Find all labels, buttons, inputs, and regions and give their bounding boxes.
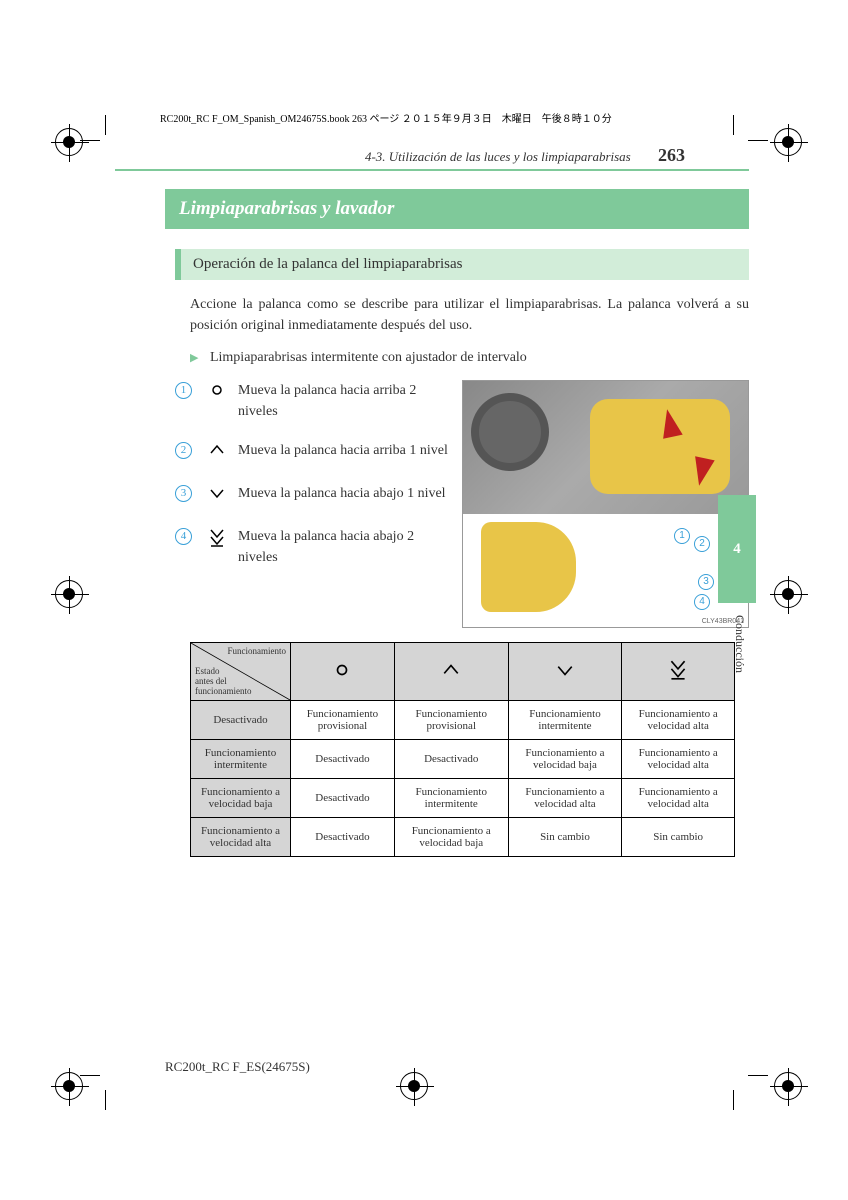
row-header: Funcionamiento a velocidad baja <box>191 779 291 818</box>
arrow-up-icon <box>657 407 682 439</box>
table-row: Funcionamiento a velocidad bajaDesactiva… <box>191 779 735 818</box>
intro-text: Accione la palanca como se describe para… <box>190 294 749 336</box>
diagonal-header: Funcionamiento Estadoantes delfuncionami… <box>191 643 291 701</box>
wiper-stalk-detail-icon <box>481 522 576 612</box>
table-cell: Desactivado <box>394 740 508 779</box>
table-cell: Funcionamiento intermitente <box>508 701 622 740</box>
table-cell: Desactivado <box>291 779 395 818</box>
table-cell: Funcionamiento a velocidad alta <box>622 740 735 779</box>
step-symbol-icon <box>202 382 232 405</box>
col-header <box>291 643 395 701</box>
table-row: Funcionamiento intermitenteDesactivadoDe… <box>191 740 735 779</box>
section-label: 4-3. Utilización de las luces y los limp… <box>365 149 631 164</box>
page-title: Limpiaparabrisas y lavador <box>165 189 749 229</box>
step-text: Mueva la palanca hacia arriba 2 niveles <box>238 380 450 422</box>
chapter-tab: 4 <box>718 495 756 603</box>
table-cell: Sin cambio <box>622 818 735 857</box>
table-header-row: Funcionamiento Estadoantes delfuncionami… <box>191 643 735 701</box>
row-header: Funcionamiento intermitente <box>191 740 291 779</box>
bullet-arrow-icon: ▶ <box>190 352 198 364</box>
table-cell: Funcionamiento provisional <box>291 701 395 740</box>
registration-mark <box>774 128 802 156</box>
step-item: 3 Mueva la palanca hacia abajo 1 nivel <box>175 483 450 508</box>
table-cell: Sin cambio <box>508 818 622 857</box>
section-header: 4-3. Utilización de las luces y los limp… <box>115 145 753 166</box>
diag-top-label: Funcionamiento <box>228 646 287 656</box>
table-cell: Funcionamiento a velocidad alta <box>622 779 735 818</box>
col-header <box>394 643 508 701</box>
step-symbol-icon <box>202 485 232 508</box>
header-rule <box>115 169 749 171</box>
section-subtitle: Operación de la palanca del limpiaparabr… <box>175 249 749 280</box>
table-cell: Funcionamiento provisional <box>394 701 508 740</box>
registration-mark <box>55 1072 83 1100</box>
table-row: Funcionamiento a velocidad altaDesactiva… <box>191 818 735 857</box>
step-text: Mueva la palanca hacia abajo 2 niveles <box>238 526 450 568</box>
step-number-badge: 4 <box>175 528 192 545</box>
page-content: RC200t_RC F_OM_Spanish_OM24675S.book 263… <box>115 145 753 1085</box>
content-row: 1 Mueva la palanca hacia arriba 2 nivele… <box>175 380 749 628</box>
callout-1: 1 <box>674 528 690 544</box>
chapter-label: Conducción <box>732 615 747 673</box>
step-text: Mueva la palanca hacia arriba 1 nivel <box>238 440 450 461</box>
arrow-down-icon <box>689 456 714 488</box>
steps-column: 1 Mueva la palanca hacia arriba 2 nivele… <box>175 380 450 628</box>
table-cell: Funcionamiento a velocidad alta <box>622 701 735 740</box>
step-item: 2 Mueva la palanca hacia arriba 1 nivel <box>175 440 450 465</box>
callout-4: 4 <box>694 594 710 610</box>
step-symbol-icon <box>202 442 232 465</box>
callout-3: 3 <box>698 574 714 590</box>
table-cell: Desactivado <box>291 740 395 779</box>
registration-mark <box>55 580 83 608</box>
figure-bottom-panel: 1 2 3 4 CLY43BR041 <box>463 514 748 627</box>
registration-mark <box>774 580 802 608</box>
diag-bottom-label: Estadoantes delfuncionamiento <box>195 667 251 697</box>
table-cell: Funcionamiento a velocidad baja <box>508 740 622 779</box>
step-number-badge: 1 <box>175 382 192 399</box>
callout-2: 2 <box>694 536 710 552</box>
figure: 1 2 3 4 CLY43BR041 <box>462 380 749 628</box>
table-cell: Funcionamiento a velocidad baja <box>394 818 508 857</box>
step-text: Mueva la palanca hacia abajo 1 nivel <box>238 483 450 504</box>
footer: RC200t_RC F_ES(24675S) <box>165 1059 310 1075</box>
registration-mark <box>55 128 83 156</box>
step-item: 1 Mueva la palanca hacia arriba 2 nivele… <box>175 380 450 422</box>
row-header: Funcionamiento a velocidad alta <box>191 818 291 857</box>
bullet-text: Limpiaparabrisas intermitente con ajusta… <box>210 350 527 365</box>
page-number: 263 <box>658 145 685 165</box>
print-header: RC200t_RC F_OM_Spanish_OM24675S.book 263… <box>160 110 612 125</box>
operation-table: Funcionamiento Estadoantes delfuncionami… <box>190 642 735 857</box>
wiper-stalk-icon <box>590 399 730 494</box>
table-cell: Funcionamiento intermitente <box>394 779 508 818</box>
step-number-badge: 2 <box>175 442 192 459</box>
step-symbol-icon <box>202 528 232 555</box>
steering-wheel-icon <box>471 393 549 471</box>
col-header <box>508 643 622 701</box>
col-header <box>622 643 735 701</box>
table-cell: Desactivado <box>291 818 395 857</box>
bullet-line: ▶ Limpiaparabrisas intermitente con ajus… <box>190 350 749 366</box>
step-item: 4 Mueva la palanca hacia abajo 2 niveles <box>175 526 450 568</box>
row-header: Desactivado <box>191 701 291 740</box>
registration-mark <box>774 1072 802 1100</box>
table-row: DesactivadoFuncionamiento provisionalFun… <box>191 701 735 740</box>
figure-top-panel <box>463 381 748 514</box>
step-number-badge: 3 <box>175 485 192 502</box>
table-cell: Funcionamiento a velocidad alta <box>508 779 622 818</box>
